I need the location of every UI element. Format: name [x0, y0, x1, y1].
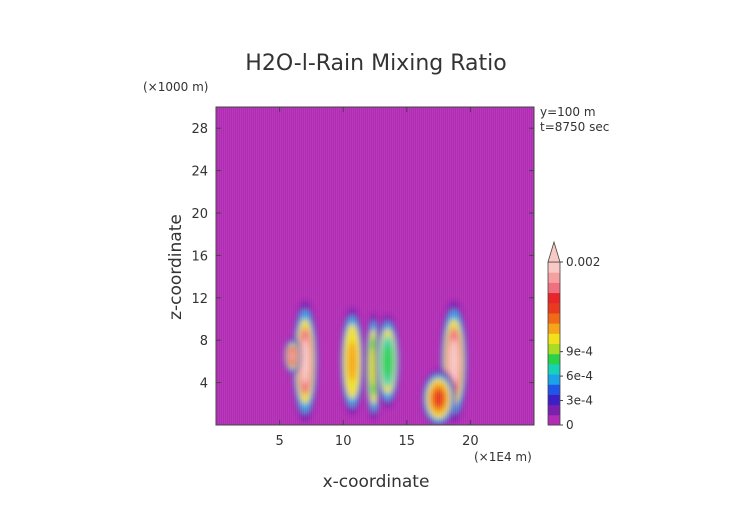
- colorbar-swatch: [548, 323, 560, 334]
- colorbar-swatch: [548, 374, 560, 385]
- colorbar-swatch: [548, 353, 560, 365]
- colorbar-label: 0.002: [566, 255, 600, 269]
- plot-stripes: [216, 107, 534, 425]
- colorbar-swatch: [548, 262, 560, 273]
- annotation-y: y=100 m: [540, 105, 596, 119]
- y-tick-label: 16: [191, 249, 208, 264]
- y-tick-label: 4: [200, 377, 208, 392]
- x-tick-label: 20: [462, 434, 479, 449]
- colorbar-swatch: [548, 292, 560, 304]
- colorbar-swatch: [548, 302, 560, 314]
- y-tick-label: 12: [191, 292, 208, 307]
- x-tick-label: 5: [275, 434, 283, 449]
- x-axis-label: x-coordinate: [323, 472, 430, 492]
- colorbar-label: 6e-4: [566, 369, 593, 383]
- x-axis-ticks: 5 10 15 20: [275, 107, 479, 449]
- colorbar-swatch: [548, 363, 560, 375]
- y-tick-label: 28: [191, 122, 208, 137]
- colorbar: 0 3e-4 6e-4 9e-4 0.002: [547, 240, 600, 432]
- x-tick-label: 10: [335, 434, 352, 449]
- y-tick-label: 8: [200, 334, 208, 349]
- x-unit-label: (×1E4 m): [474, 450, 532, 464]
- y-tick-label: 20: [191, 207, 208, 222]
- y-axis-label: z-coordinate: [166, 214, 186, 320]
- y-tick-label: 24: [191, 165, 208, 180]
- colorbar-label: 9e-4: [566, 345, 593, 359]
- chart-title: H2O-l-Rain Mixing Ratio: [245, 51, 506, 76]
- colorbar-swatch: [548, 282, 560, 294]
- colorbar-swatch: [548, 333, 560, 344]
- colorbar-label: 0: [566, 418, 574, 432]
- colorbar-label: 3e-4: [566, 394, 593, 408]
- annotation-t: t=8750 sec: [540, 120, 609, 134]
- plot-area: [215, 106, 535, 426]
- y-axis-ticks: 4 8 12 16 20 24 28: [191, 122, 534, 392]
- colorbar-swatch: [548, 272, 560, 283]
- plot-frame: [215, 106, 535, 426]
- colorbar-swatch: [548, 394, 560, 406]
- colorbar-swatch: [548, 414, 560, 426]
- y-unit-label: (×1000 m): [143, 80, 208, 94]
- colorbar-swatch: [548, 404, 560, 416]
- colorbar-swatch: [548, 384, 560, 395]
- x-tick-label: 15: [399, 434, 416, 449]
- colorbar-swatch: [548, 312, 560, 324]
- colorbar-swatch: [548, 343, 560, 355]
- colorbar-extend-arrow: [547, 240, 561, 263]
